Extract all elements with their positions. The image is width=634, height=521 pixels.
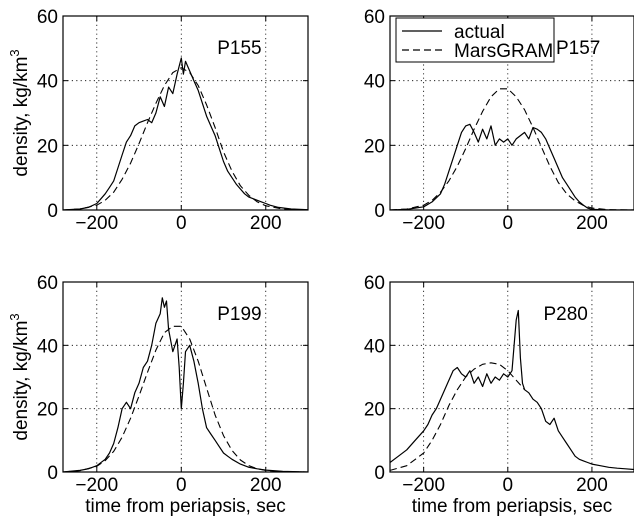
plot-frame: [62, 281, 309, 473]
y-axis-label-text: density, kg/km: [11, 57, 32, 177]
series-line-marsgram: [390, 362, 526, 471]
x-tick-label: 200: [250, 475, 282, 496]
series-line-marsgram: [63, 325, 308, 472]
y-axis-label-text: density, kg/km: [11, 321, 32, 441]
x-tick-label: 200: [250, 213, 282, 234]
y-tick-label: 0: [47, 201, 58, 222]
legend-label-marsgram: MarsGRAM: [454, 41, 553, 62]
series-line-actual: [63, 297, 308, 472]
pass-annotation: P280: [543, 304, 587, 325]
pass-annotation: P155: [217, 38, 261, 59]
x-axis-label: time from periapsis, sec: [85, 496, 286, 517]
y-axis-label: density, kg/km3: [7, 49, 32, 176]
y-tick-label: 40: [364, 336, 385, 357]
pass-annotation: P199: [217, 304, 261, 325]
y-tick-label: 0: [47, 463, 58, 484]
x-tick-label: 0: [176, 213, 187, 234]
x-tick-label: −200: [402, 213, 445, 234]
x-tick-label: −200: [402, 475, 445, 496]
series-line-actual: [390, 123, 634, 210]
y-tick-label: 40: [37, 336, 58, 357]
chart-panel-top-left: −200 0 200 0 20 40 60 P155: [37, 7, 309, 234]
legend-label-actual: actual: [454, 22, 505, 43]
x-tick-label: 0: [503, 213, 514, 234]
plot-frame: [389, 15, 634, 211]
x-tick-label: 0: [503, 475, 514, 496]
x-tick-label: −200: [75, 475, 118, 496]
y-axis-label-superscript: 3: [7, 49, 22, 56]
y-tick-label: 20: [37, 400, 58, 421]
pass-annotation: P157: [556, 38, 600, 59]
x-tick-label: 200: [576, 213, 608, 234]
y-tick-label: 20: [364, 136, 385, 157]
x-tick-label: 0: [176, 475, 187, 496]
plot-frame: [389, 281, 634, 473]
y-axis-label: density, kg/km3: [7, 313, 32, 440]
y-tick-label: 40: [37, 72, 58, 93]
x-tick-label: −200: [75, 213, 118, 234]
y-tick-label: 60: [37, 273, 58, 294]
y-tick-label: 60: [37, 7, 58, 28]
chart-panel-bottom-right: −200 0 200 0 20 40 60 P280: [364, 273, 634, 496]
series-line-marsgram: [63, 67, 308, 210]
x-axis-label: time from periapsis, sec: [412, 496, 613, 517]
y-tick-label: 20: [364, 400, 385, 421]
y-tick-label: 0: [374, 463, 385, 484]
y-tick-label: 40: [364, 72, 385, 93]
y-tick-label: 60: [364, 273, 385, 294]
series-line-actual: [390, 309, 634, 471]
x-tick-label: 200: [576, 475, 608, 496]
series-line-marsgram: [390, 88, 634, 210]
y-tick-label: 0: [374, 201, 385, 222]
legend-box: [395, 17, 555, 63]
series-line-actual: [63, 57, 308, 210]
y-tick-label: 20: [37, 136, 58, 157]
plot-frame: [62, 15, 309, 211]
chart-panel-bottom-left: −200 0 200 0 20 40 60 P199: [37, 273, 309, 496]
y-axis-label-superscript: 3: [7, 313, 22, 320]
y-tick-label: 60: [364, 7, 385, 28]
